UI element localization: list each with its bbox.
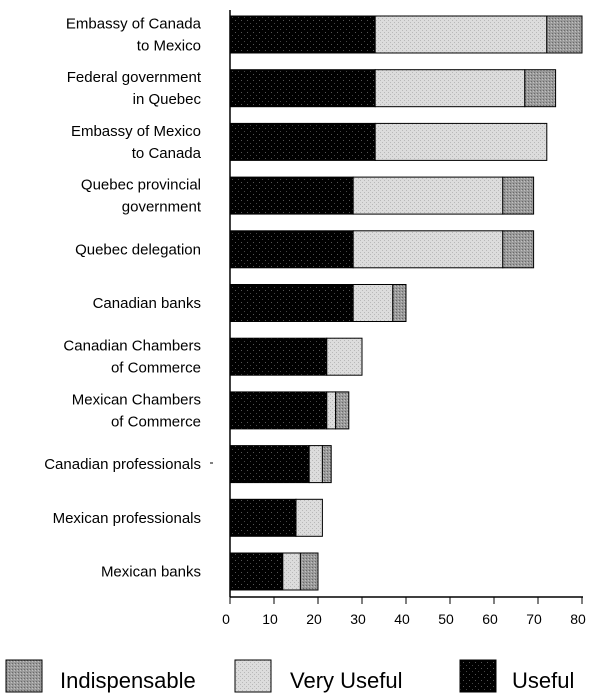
category-label: Embassy of Canada to Mexico xyxy=(66,16,202,55)
category-label: Canadian professionals xyxy=(44,456,201,473)
bar-segment-useful xyxy=(229,337,328,376)
bar-segment-very-useful xyxy=(352,284,394,322)
category-label: Mexican Chambers of Commerce xyxy=(72,391,201,430)
bar-segment-very-useful xyxy=(374,15,548,54)
category-label: Quebec provincial government xyxy=(81,177,202,216)
bar-segment-useful xyxy=(229,498,297,537)
bar-segment-indispensable xyxy=(546,15,583,54)
category-labels: Embassy of Canada to Mexico Federal govern… xyxy=(44,16,202,581)
bar-segment-indispensable xyxy=(502,230,535,269)
bar-segment-very-useful xyxy=(295,498,323,537)
bar-segment-useful xyxy=(229,69,376,108)
bar-segment-very-useful xyxy=(326,391,337,430)
bar-segment-useful xyxy=(229,284,354,322)
bars-layer xyxy=(229,15,583,591)
x-tick-label: 20 xyxy=(306,611,322,627)
x-tick-label: 40 xyxy=(394,611,410,627)
category-label: Mexican banks xyxy=(101,564,201,581)
category-label: Canadian banks xyxy=(93,295,201,312)
category-label: Embassy of Mexico to Canada xyxy=(71,123,202,162)
x-axis: 0 10 20 30 40 50 60 70 80 xyxy=(210,10,586,627)
x-tick-label: 0 xyxy=(222,611,230,627)
bar-segment-indispensable xyxy=(335,391,350,430)
bar-segment-indispensable xyxy=(299,552,319,591)
x-tick-label: 50 xyxy=(438,611,454,627)
bar-segment-useful xyxy=(229,15,376,54)
legend: Indispensable Very Useful Useful xyxy=(5,659,574,693)
bar-segment-useful xyxy=(229,230,354,269)
bar-segment-useful xyxy=(229,391,328,430)
x-tick-label: 70 xyxy=(526,611,542,627)
bar-segment-very-useful xyxy=(326,337,363,376)
bar-segment-useful xyxy=(229,176,354,215)
legend-label-very-useful: Very Useful xyxy=(290,668,403,693)
category-label: Mexican professionals xyxy=(53,510,201,527)
bar-segment-very-useful xyxy=(374,69,526,108)
category-label: Canadian Chambers of Commerce xyxy=(63,338,201,377)
legend-swatch-very-useful xyxy=(234,659,272,693)
category-label: Federal government in Quebec xyxy=(67,69,202,108)
x-tick-label: 10 xyxy=(262,611,278,627)
legend-label-useful: Useful xyxy=(512,668,574,693)
bar-segment-very-useful xyxy=(374,122,548,161)
category-label: Quebec delegation xyxy=(75,241,201,258)
bar-segment-useful xyxy=(229,552,284,591)
bar-segment-very-useful xyxy=(352,230,504,269)
x-tick-label: 80 xyxy=(570,611,586,627)
bar-segment-useful xyxy=(229,122,376,161)
bar-segment-indispensable xyxy=(392,284,407,322)
bar-segment-very-useful xyxy=(352,176,504,215)
legend-label-indispensable: Indispensable xyxy=(60,668,196,693)
bar-segment-indispensable xyxy=(524,69,557,108)
x-tick-label: 30 xyxy=(350,611,366,627)
legend-swatch-indispensable xyxy=(5,659,43,693)
legend-swatch-useful xyxy=(459,659,497,693)
bar-segment-indispensable xyxy=(321,445,332,484)
bar-segment-indispensable xyxy=(502,176,535,215)
bar-segment-useful xyxy=(229,445,310,484)
bar-segment-very-useful xyxy=(282,552,301,591)
bar-segment-very-useful xyxy=(308,445,323,484)
x-tick-label: 60 xyxy=(482,611,498,627)
